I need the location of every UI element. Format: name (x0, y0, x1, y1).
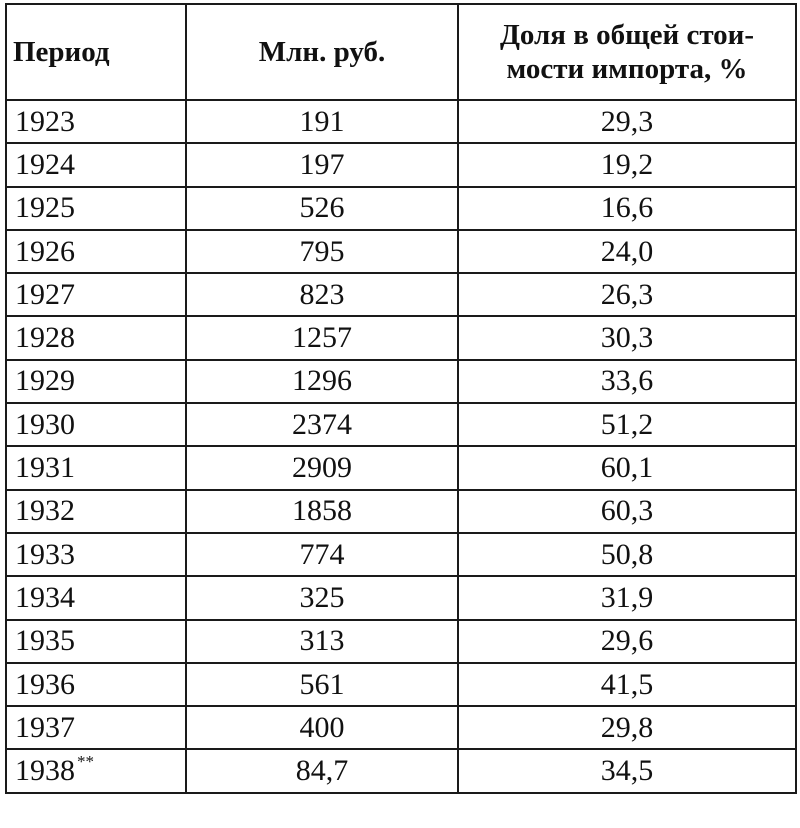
table-row: 1925 526 16,6 (5, 185, 797, 231)
period-value: 1936 (15, 667, 75, 701)
table-row: 1927 823 26,3 (5, 272, 797, 318)
cell-import-share: 30,3 (457, 315, 797, 361)
table-row: 1932 1858 60,3 (5, 488, 797, 534)
cell-mln-rub: 2909 (185, 445, 459, 491)
cell-period: 1930 (5, 402, 187, 448)
period-value: 1927 (15, 277, 75, 311)
header-import-share: Доля в общей стои- мости импорта, % (457, 3, 797, 101)
cell-mln-rub: 561 (185, 661, 459, 708)
cell-import-share: 34,5 (457, 748, 797, 794)
cell-import-share: 50,8 (457, 531, 797, 578)
cell-mln-rub: 1257 (185, 315, 459, 361)
cell-import-share: 29,3 (457, 98, 797, 145)
cell-period: 1933 (5, 531, 187, 578)
cell-mln-rub: 1858 (185, 488, 459, 534)
period-value: 1938 (15, 754, 75, 788)
cell-import-share: 51,2 (457, 402, 797, 448)
period-value: 1929 (15, 364, 75, 398)
cell-period: 1934 (5, 575, 187, 621)
header-import-share-line1: Доля в общей стои- (499, 19, 755, 51)
table-row: 1938 ** 84,7 34,5 (5, 748, 797, 794)
cell-import-share: 29,8 (457, 705, 797, 751)
cell-mln-rub: 84,7 (185, 748, 459, 794)
footnote-marker: ** (77, 752, 94, 772)
table-row: 1926 795 24,0 (5, 228, 797, 275)
period-value: 1925 (15, 191, 75, 225)
period-value: 1937 (15, 710, 75, 744)
period-value: 1930 (15, 407, 75, 441)
cell-mln-rub: 197 (185, 142, 459, 188)
header-mln-rub: Млн. руб. (185, 3, 459, 101)
header-row: Период Млн. руб. Доля в общей стои- мост… (5, 3, 797, 101)
table-row: 1933 774 50,8 (5, 531, 797, 578)
period-value: 1924 (15, 147, 75, 181)
header-import-share-line2: мости импорта, % (506, 53, 748, 85)
table-row: 1928 1257 30,3 (5, 315, 797, 361)
cell-mln-rub: 313 (185, 618, 459, 664)
table-row: 1935 313 29,6 (5, 618, 797, 664)
cell-mln-rub: 526 (185, 185, 459, 231)
cell-import-share: 31,9 (457, 575, 797, 621)
cell-mln-rub: 400 (185, 705, 459, 751)
period-value: 1928 (15, 321, 75, 355)
cell-period: 1923 (5, 98, 187, 145)
period-value: 1926 (15, 234, 75, 268)
cell-period: 1931 (5, 445, 187, 491)
table-body: 1923 191 29,3 1924 197 19,2 1925 526 16,6 1926 795… (5, 98, 797, 794)
cell-period: 1925 (5, 185, 187, 231)
period-value: 1933 (15, 537, 75, 571)
cell-import-share: 19,2 (457, 142, 797, 188)
cell-mln-rub: 2374 (185, 402, 459, 448)
cell-import-share: 60,1 (457, 445, 797, 491)
period-value: 1935 (15, 624, 75, 658)
cell-import-share: 16,6 (457, 185, 797, 231)
table-row: 1936 561 41,5 (5, 661, 797, 708)
cell-period: 1928 (5, 315, 187, 361)
cell-import-share: 24,0 (457, 228, 797, 275)
cell-mln-rub: 823 (185, 272, 459, 318)
cell-mln-rub: 325 (185, 575, 459, 621)
header-period: Период (5, 3, 187, 101)
cell-period: 1936 (5, 661, 187, 708)
cell-mln-rub: 1296 (185, 358, 459, 405)
import-table: Период Млн. руб. Доля в общей стои- мост… (5, 3, 797, 794)
period-value: 1923 (15, 104, 75, 138)
table-row: 1924 197 19,2 (5, 142, 797, 188)
cell-period: 1926 (5, 228, 187, 275)
cell-mln-rub: 795 (185, 228, 459, 275)
cell-mln-rub: 774 (185, 531, 459, 578)
cell-import-share: 60,3 (457, 488, 797, 534)
table-row: 1934 325 31,9 (5, 575, 797, 621)
cell-import-share: 33,6 (457, 358, 797, 405)
cell-period: 1938 ** (5, 748, 187, 794)
table-row: 1930 2374 51,2 (5, 402, 797, 448)
table-row: 1937 400 29,8 (5, 705, 797, 751)
table-row: 1923 191 29,3 (5, 98, 797, 145)
period-value: 1931 (15, 451, 75, 485)
cell-import-share: 41,5 (457, 661, 797, 708)
cell-period: 1937 (5, 705, 187, 751)
cell-period: 1932 (5, 488, 187, 534)
cell-import-share: 29,6 (457, 618, 797, 664)
period-value: 1932 (15, 494, 75, 528)
cell-period: 1935 (5, 618, 187, 664)
cell-mln-rub: 191 (185, 98, 459, 145)
cell-period: 1929 (5, 358, 187, 405)
table-row: 1931 2909 60,1 (5, 445, 797, 491)
table-row: 1929 1296 33,6 (5, 358, 797, 405)
period-value: 1934 (15, 580, 75, 614)
cell-import-share: 26,3 (457, 272, 797, 318)
cell-period: 1927 (5, 272, 187, 318)
cell-period: 1924 (5, 142, 187, 188)
